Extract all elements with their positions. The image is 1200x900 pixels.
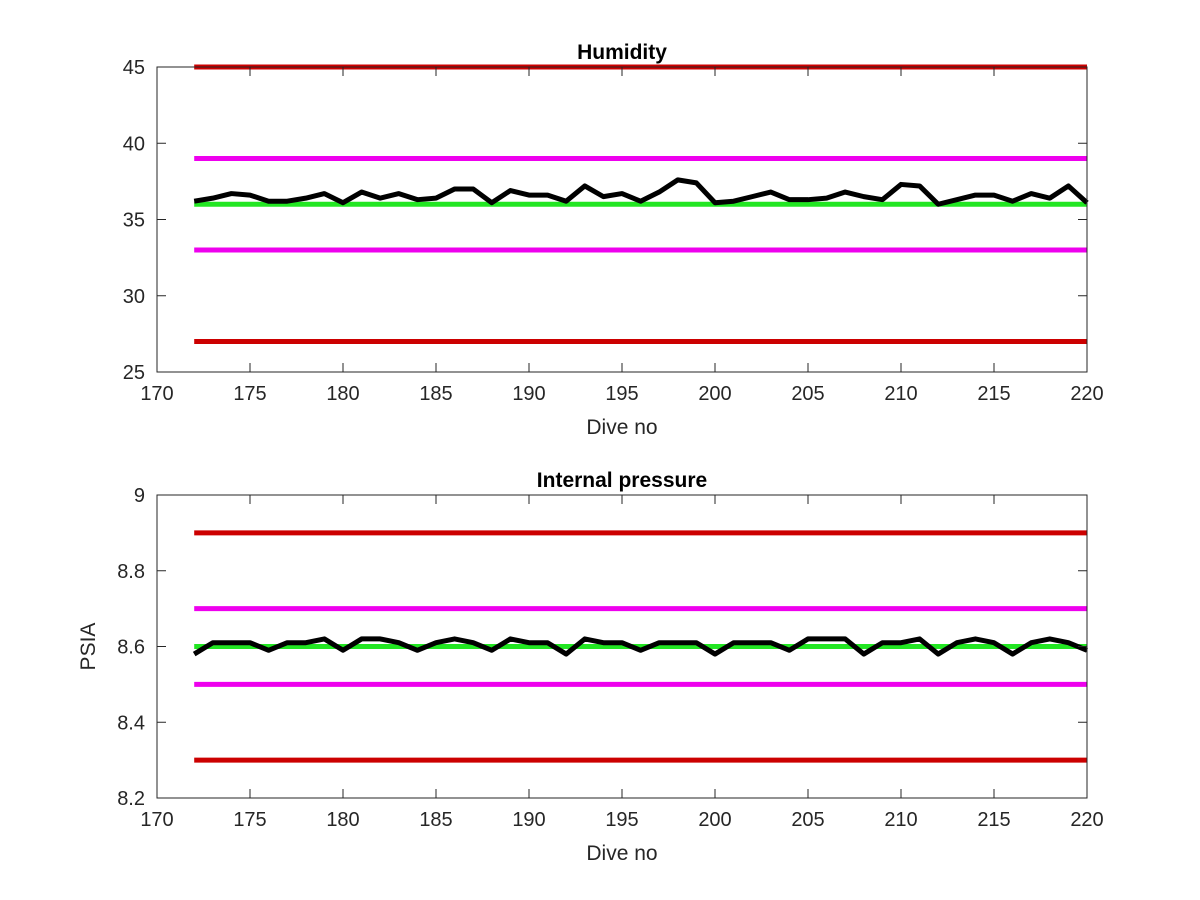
humidity-series bbox=[193, 177, 1089, 207]
humidity-title: Humidity bbox=[577, 41, 667, 64]
humidity-x-tick-label: 185 bbox=[419, 383, 452, 405]
pressure-x-tick-label: 205 bbox=[791, 809, 824, 831]
pressure-x-tick-label: 185 bbox=[419, 809, 452, 831]
pressure-x-tick-label: 195 bbox=[605, 809, 638, 831]
humidity-y-tick-label: 35 bbox=[123, 210, 145, 232]
pressure-x-tick-label: 215 bbox=[977, 809, 1010, 831]
pressure-y-ticks: 8.2 8.4 8.6 8.8 9 bbox=[117, 485, 1087, 810]
humidity-x-tick-label: 180 bbox=[326, 383, 359, 405]
pressure-reference-lines bbox=[194, 530, 1087, 763]
humidity-x-tick-label: 170 bbox=[140, 383, 173, 405]
pressure-x-tick-label: 210 bbox=[884, 809, 917, 831]
humidity-y-tick-label: 25 bbox=[123, 362, 145, 384]
pressure-y-tick-label: 8.8 bbox=[117, 561, 145, 583]
humidity-x-tick-label: 205 bbox=[791, 383, 824, 405]
pressure-title: Internal pressure bbox=[537, 469, 707, 492]
pressure-x-tick-label: 180 bbox=[326, 809, 359, 831]
pressure-y-axis-label: PSIA bbox=[77, 623, 100, 671]
pressure-x-ticks: 170 175 180 185 190 195 200 205 210 215 220 bbox=[140, 495, 1104, 831]
pressure-x-tick-label: 220 bbox=[1070, 809, 1103, 831]
internal-pressure-chart: 170 175 180 185 190 195 200 205 210 215 220 8.2 8.4… bbox=[77, 469, 1104, 865]
humidity-chart: 170 175 180 185 190 195 200 205 210 215 220 25 30 35… bbox=[123, 41, 1104, 439]
pressure-y-tick-label: 8.4 bbox=[117, 712, 145, 734]
humidity-x-tick-label: 190 bbox=[512, 383, 545, 405]
pressure-x-axis-label: Dive no bbox=[586, 842, 657, 865]
pressure-y-tick-label: 9 bbox=[134, 485, 145, 507]
humidity-x-tick-label: 220 bbox=[1070, 383, 1103, 405]
humidity-series-line-0 bbox=[193, 177, 1089, 207]
pressure-series-line-0 bbox=[192, 636, 1088, 657]
pressure-series bbox=[192, 636, 1088, 657]
pressure-x-tick-label: 175 bbox=[233, 809, 266, 831]
pressure-x-tick-label: 200 bbox=[698, 809, 731, 831]
humidity-y-tick-label: 40 bbox=[123, 133, 145, 155]
humidity-x-tick-label: 175 bbox=[233, 383, 266, 405]
humidity-x-tick-label: 195 bbox=[605, 383, 638, 405]
humidity-y-tick-label: 45 bbox=[123, 57, 145, 79]
pressure-y-tick-label: 8.6 bbox=[117, 637, 145, 659]
pressure-x-tick-label: 170 bbox=[140, 809, 173, 831]
pressure-y-tick-label: 8.2 bbox=[117, 788, 145, 810]
humidity-y-ticks: 25 30 35 40 45 bbox=[123, 57, 1087, 384]
pressure-x-tick-label: 190 bbox=[512, 809, 545, 831]
humidity-x-ticks: 170 175 180 185 190 195 200 205 210 215 220 bbox=[140, 67, 1104, 405]
humidity-x-tick-label: 215 bbox=[977, 383, 1010, 405]
humidity-y-tick-label: 30 bbox=[123, 286, 145, 308]
humidity-x-tick-label: 200 bbox=[698, 383, 731, 405]
humidity-x-axis-label: Dive no bbox=[586, 416, 657, 439]
humidity-x-tick-label: 210 bbox=[884, 383, 917, 405]
humidity-plot-area bbox=[157, 67, 1087, 372]
